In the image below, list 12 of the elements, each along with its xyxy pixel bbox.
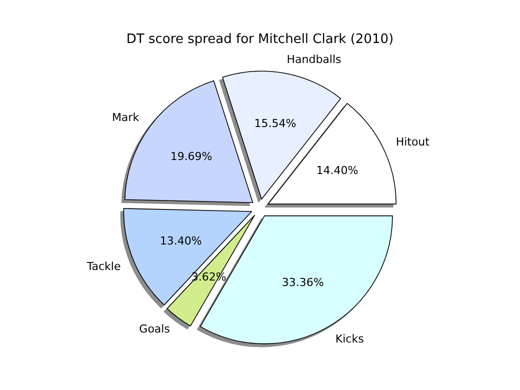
slice-label: Handballs [286,52,342,66]
data-label: 14.40% [316,164,358,177]
slice-label: Goals [139,322,170,336]
slice-label: Kicks [335,332,364,346]
slice-label: Hitout [396,136,430,148]
slice-label: Mark [112,111,140,124]
data-label: 19.69% [170,150,212,164]
slice-label: Tackle [86,260,121,273]
data-label: 15.54% [254,117,296,130]
data-label: 13.40% [160,234,202,248]
chart-title: DT score spread for Mitchell Clark (2010) [126,32,394,47]
data-label: 33.36% [282,276,324,289]
